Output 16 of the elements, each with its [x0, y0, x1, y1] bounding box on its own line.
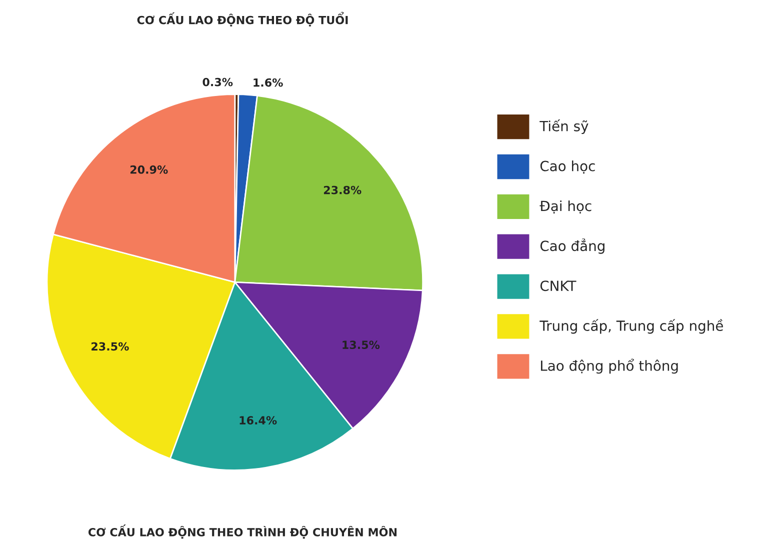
data-label: 13.5% [342, 340, 380, 350]
data-label: 23.5% [92, 342, 129, 351]
chart-title: CƠ CẤU LAO ĐỘNG THEO ĐỘ TUỔI [137, 12, 348, 26]
legend-label: Đại học [540, 200, 592, 214]
data-label: 16.4% [240, 416, 277, 425]
legend-label: Cao học [540, 160, 595, 174]
legend-label: CNKT [540, 280, 576, 292]
legend-label: Lao động phổ thông [540, 358, 678, 374]
legend-label: Trung cấp, Trung cấp nghề [540, 319, 723, 334]
legend-label: Tiến sỹ [540, 119, 588, 134]
data-label: 20.9% [130, 165, 168, 174]
text: CƠ CẤU LAO ĐỘNG THEO TRÌNH ĐỘ CHUYÊN MÔN [88, 524, 397, 539]
legend-label: Cao đẳng [540, 238, 604, 254]
data-label: 0.3% [202, 78, 233, 86]
data-label: 1.6% [254, 78, 283, 87]
data-label: 23.8% [324, 186, 362, 194]
